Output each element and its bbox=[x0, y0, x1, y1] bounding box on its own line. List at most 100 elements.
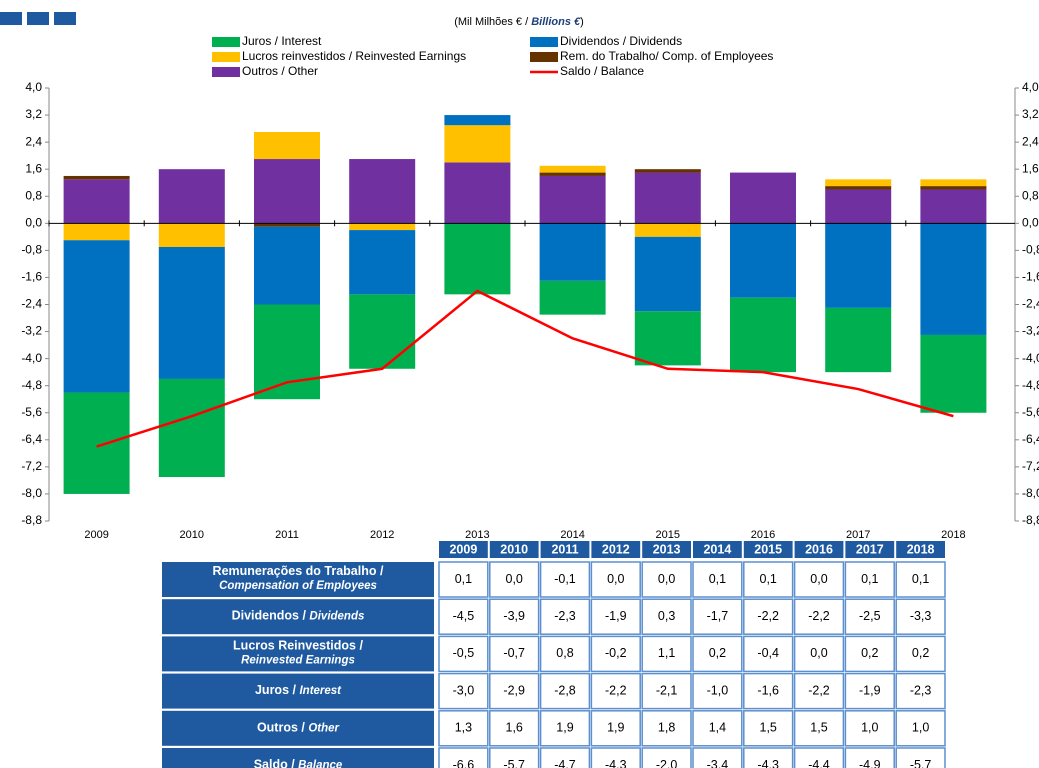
table-header-cell bbox=[743, 541, 793, 558]
table-cell bbox=[743, 598, 794, 635]
table-cell-value: -4,7 bbox=[554, 758, 576, 768]
table-cell-value: 0,8 bbox=[556, 646, 573, 660]
x-tick-label: 2013 bbox=[465, 529, 489, 541]
table-cell bbox=[692, 672, 743, 710]
bar-segment bbox=[254, 131, 320, 160]
y2-tick-label: 0,8 bbox=[1022, 188, 1039, 202]
subtitle: (Mil Milhões € / Billions €) bbox=[454, 16, 584, 28]
table-cell bbox=[590, 598, 641, 635]
table-cell-value: -0,7 bbox=[503, 646, 525, 660]
x-tick-label: 2009 bbox=[84, 529, 108, 541]
table-cell bbox=[590, 635, 641, 673]
table-cell bbox=[489, 672, 540, 710]
bar-segment bbox=[63, 175, 130, 180]
bar-segment bbox=[158, 223, 225, 247]
table-cell-value: 1,6 bbox=[506, 721, 523, 735]
table-cell-value: -1,0 bbox=[707, 683, 729, 697]
y-tick-label: -2,4 bbox=[21, 297, 42, 311]
table-cell bbox=[844, 710, 895, 747]
table-cell-value: -2,9 bbox=[503, 683, 525, 697]
table-cell-value: 1,0 bbox=[861, 721, 878, 735]
row-label-pt: Juros / bbox=[255, 683, 297, 697]
y2-tick-label: 1,6 bbox=[1022, 161, 1039, 175]
table-cell bbox=[743, 710, 794, 747]
table-header-cell bbox=[642, 541, 691, 558]
bar-segment bbox=[730, 172, 796, 224]
table-cell-value: 0,1 bbox=[760, 572, 777, 586]
row-label-en: Reinvested Earnings bbox=[241, 654, 355, 666]
y2-tick-label: 0,0 bbox=[1022, 215, 1039, 229]
table-cell bbox=[895, 710, 946, 747]
legend-label: Outros / Other bbox=[242, 64, 318, 78]
table-cell-value: 1,9 bbox=[607, 721, 624, 735]
table-cell-value: 0,2 bbox=[709, 646, 726, 660]
y2-tick-label: 2,4 bbox=[1022, 134, 1039, 148]
y2-tick-label: -5,6 bbox=[1022, 405, 1039, 419]
table-cell bbox=[539, 635, 591, 673]
table-cell bbox=[438, 710, 489, 747]
table-cell bbox=[692, 747, 743, 768]
y2-tick-label: 3,2 bbox=[1022, 107, 1039, 121]
table-cell-value: 0,1 bbox=[455, 572, 472, 586]
table-cell bbox=[844, 747, 895, 768]
table-cell bbox=[743, 747, 794, 768]
table-cell bbox=[489, 561, 540, 598]
table-column-header: 2014 bbox=[703, 542, 731, 556]
bar-segment bbox=[920, 186, 987, 190]
y-tick-label: 3,2 bbox=[25, 107, 42, 121]
table-header-cell bbox=[591, 541, 641, 558]
x-tick-label: 2015 bbox=[656, 529, 680, 541]
table-cell bbox=[793, 635, 845, 673]
y2-tick-label: 4,0 bbox=[1022, 80, 1039, 94]
bar-segment bbox=[349, 230, 416, 295]
bar-segment bbox=[539, 280, 606, 315]
table-cell-value: 1,0 bbox=[912, 721, 929, 735]
table-cell-value: -0,4 bbox=[757, 646, 779, 660]
bar-segment bbox=[539, 223, 606, 281]
table-cell bbox=[793, 747, 845, 768]
table-row-header bbox=[162, 636, 434, 672]
table-cell-value: -4,9 bbox=[859, 758, 881, 768]
table-cell bbox=[438, 672, 489, 710]
table-cell-value: -3,3 bbox=[910, 609, 932, 623]
bar-segment bbox=[349, 294, 416, 369]
bar-segment bbox=[349, 159, 416, 224]
table-cell-value: -2,2 bbox=[808, 683, 830, 697]
x-tick-label: 2014 bbox=[560, 529, 584, 541]
y2-tick-label: -1,6 bbox=[1022, 270, 1039, 284]
table-row-header bbox=[162, 562, 434, 597]
table-cell-value: -5,7 bbox=[910, 758, 932, 768]
table-cell bbox=[793, 561, 845, 598]
table-cell-value: -6,6 bbox=[453, 758, 475, 768]
bar-segment bbox=[730, 297, 796, 373]
bar-segment bbox=[349, 223, 416, 231]
bar-segment bbox=[825, 223, 892, 308]
table-row-header bbox=[162, 748, 434, 768]
table-cell-value: -4,3 bbox=[757, 758, 779, 768]
table-cell-value: 1,1 bbox=[658, 646, 675, 660]
table-header-cell bbox=[845, 541, 895, 558]
row-label: Saldo / Balance bbox=[254, 758, 343, 768]
table-cell bbox=[895, 598, 946, 635]
table-cell bbox=[438, 598, 489, 635]
table-cell-value: -2,3 bbox=[554, 609, 576, 623]
y2-tick-label: -4,8 bbox=[1022, 378, 1039, 392]
table-cell bbox=[641, 672, 692, 710]
bar-segment bbox=[254, 226, 320, 305]
table-cell bbox=[438, 561, 489, 598]
legend-swatch bbox=[212, 37, 240, 47]
bar-segment bbox=[920, 189, 987, 224]
row-label-en: Interest bbox=[299, 685, 342, 697]
row-label-en: Balance bbox=[298, 760, 343, 768]
bar-segment bbox=[254, 223, 320, 227]
table-cell-value: 0,0 bbox=[658, 572, 675, 586]
table-cell-value: 0,0 bbox=[810, 646, 827, 660]
subtitle-part: (Mil Milhões € / bbox=[454, 16, 531, 28]
table-cell bbox=[844, 598, 895, 635]
row-label-en: Dividends bbox=[309, 611, 364, 623]
table-cell bbox=[895, 747, 946, 768]
y2-tick-label: -0,8 bbox=[1022, 243, 1039, 257]
bar-segment bbox=[63, 392, 130, 494]
table-cell-value: -2,2 bbox=[605, 683, 627, 697]
table-cell-value: 0,1 bbox=[709, 572, 726, 586]
